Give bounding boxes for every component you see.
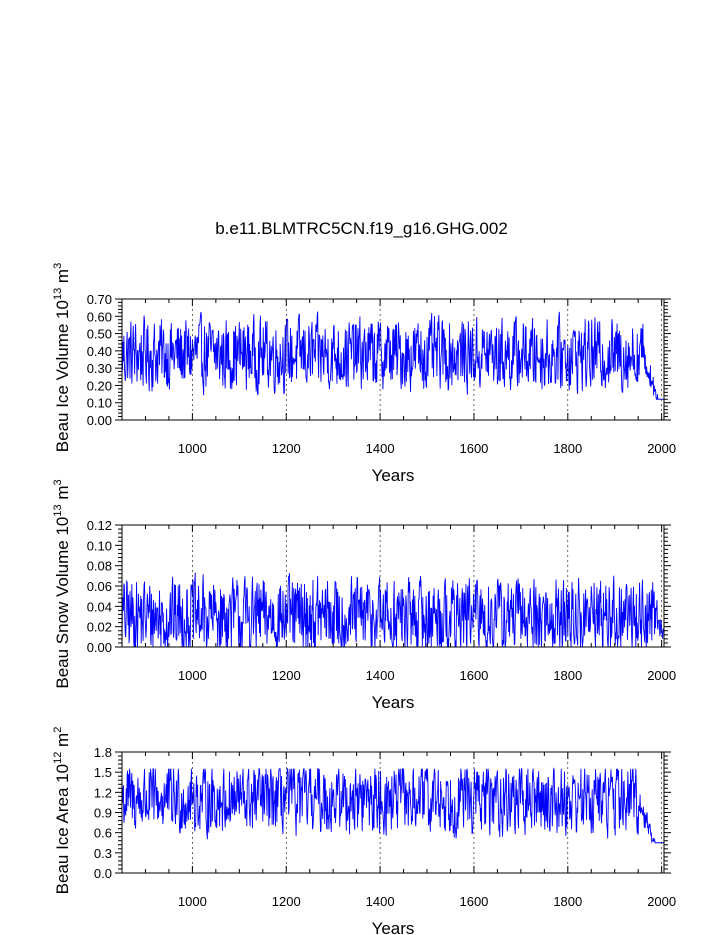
x-tick-label: 1400: [366, 441, 395, 456]
y-axis-label-part: Beau Ice Area 10: [53, 764, 72, 894]
x-axis-label: Years: [372, 919, 415, 935]
y-axis-label: Beau Ice Area 1012 m2: [52, 727, 72, 895]
x-tick-label: 2000: [647, 668, 676, 683]
x-tick-label: 1600: [459, 441, 488, 456]
x-tick-label: 1600: [459, 668, 488, 683]
y-tick-label: 0.20: [87, 378, 112, 393]
x-tick-label: 1000: [178, 441, 207, 456]
x-axis-label: Years: [372, 693, 415, 712]
y-tick-label: 1.8: [94, 745, 112, 760]
y-axis-label-part: 13: [52, 504, 64, 516]
series-line-beau-ice-volume: [122, 311, 664, 400]
y-tick-label: 0.30: [87, 361, 112, 376]
x-tick-label: 1200: [272, 441, 301, 456]
y-tick-label: 0.6: [94, 826, 112, 841]
panel-ice-volume: 1000 1200 1400 1600 1800 2000 0.00 0.10 0.20 0.30…: [52, 263, 676, 485]
y-tick-label: 1.2: [94, 785, 112, 800]
y-axis-label-part: 3: [52, 479, 64, 485]
y-axis-label-part: Beau Ice Volume 10: [53, 300, 72, 452]
x-axis-label: Years: [372, 466, 415, 485]
y-tick-label: 0.06: [87, 579, 112, 594]
y-axis-label-part: 13: [52, 288, 64, 300]
y-tick-label: 0.00: [87, 413, 112, 428]
x-tick-label: 1600: [459, 894, 488, 909]
plot-frame: [121, 298, 665, 421]
y-tick-label: 0.00: [87, 640, 112, 655]
y-tick-label: 0.0: [94, 866, 112, 881]
chart-title: b.e11.BLMTRC5CN.f19_g16.GHG.002: [215, 219, 508, 238]
y-axis-label-part: 12: [52, 752, 64, 764]
y-axis-label-part: 3: [52, 263, 64, 269]
y-axis-label-part: m: [53, 269, 72, 288]
y-axis-label: Beau Ice Volume 1013 m3: [52, 263, 72, 452]
y-axis-label-part: 2: [52, 727, 64, 733]
x-tick-label: 2000: [647, 894, 676, 909]
y-tick-label: 0.04: [87, 599, 112, 614]
y-tick-label: 0.08: [87, 559, 112, 574]
y-tick-label: 0.12: [87, 518, 112, 533]
y-tick-label: 0.9: [94, 806, 112, 821]
y-axis-label-part: m: [53, 733, 72, 752]
y-tick-label: 0.02: [87, 620, 112, 635]
y-tick-label: 0.10: [87, 538, 112, 553]
panel-snow-volume: 1000 1200 1400 1600 1800 2000 0.00 0.02 0.04 0.06…: [52, 479, 676, 712]
series-line-beau-snow-volume: [122, 572, 664, 647]
x-tick-label: 1200: [272, 668, 301, 683]
series-line-beau-ice-area: [122, 767, 664, 844]
y-tick-label: 1.5: [94, 765, 112, 780]
y-tick-label: 0.50: [87, 327, 112, 342]
y-tick-label: 0.70: [87, 292, 112, 307]
x-tick-label: 1400: [366, 668, 395, 683]
y-axis-label: Beau Snow Volume 1013 m3: [52, 479, 72, 688]
x-tick-label: 1800: [553, 668, 582, 683]
x-tick-label: 1400: [366, 894, 395, 909]
y-tick-label: 0.10: [87, 396, 112, 411]
x-tick-label: 1800: [553, 441, 582, 456]
x-tick-label: 1800: [553, 894, 582, 909]
x-tick-label: 1000: [178, 894, 207, 909]
x-tick-label: 1000: [178, 668, 207, 683]
panel-ice-area: 1000 1200 1400 1600 1800 2000 0.0 0.3 0.6 0.9 1.2 1…: [52, 727, 676, 935]
y-axis-label-part: Beau Snow Volume 10: [53, 517, 72, 689]
x-tick-label: 1200: [272, 894, 301, 909]
y-tick-label: 0.3: [94, 846, 112, 861]
x-tick-label: 2000: [647, 441, 676, 456]
y-tick-label: 0.60: [87, 309, 112, 324]
y-axis-label-part: m: [53, 485, 72, 504]
y-tick-label: 0.40: [87, 344, 112, 359]
